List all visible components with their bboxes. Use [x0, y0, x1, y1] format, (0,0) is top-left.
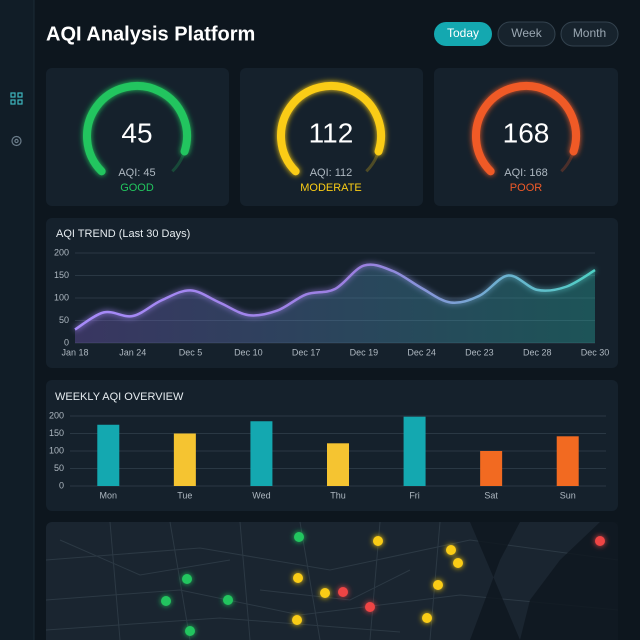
trend-area [75, 264, 595, 343]
x-tick-label: Dec 23 [465, 347, 494, 357]
settings-icon[interactable] [11, 135, 22, 147]
x-tick-label: Dec 17 [292, 347, 321, 357]
x-tick-label: Dec 19 [350, 347, 379, 357]
x-tick-label: Thu [330, 490, 346, 500]
y-tick-label: 150 [49, 428, 64, 438]
x-tick-label: Sun [560, 490, 576, 500]
x-tick-label: Dec 28 [523, 347, 552, 357]
y-tick-label: 50 [54, 463, 64, 473]
gauge-status: GOOD [120, 182, 154, 194]
gauge-arc [277, 82, 385, 176]
y-tick-label: 100 [49, 445, 64, 455]
gauge-arc [472, 82, 580, 176]
x-tick-label: Mon [100, 490, 118, 500]
gauge-caption: AQI: 168 [504, 167, 547, 179]
tab[interactable] [497, 21, 556, 47]
x-tick-label: Tue [177, 490, 192, 500]
sidebar [0, 0, 34, 640]
tab[interactable] [434, 22, 492, 46]
y-tick-label: 150 [54, 270, 69, 280]
app-title: AQI Analysis Platform [46, 23, 255, 45]
gauge-status: POOR [510, 182, 542, 194]
chart-title: WEEKLY AQI OVERVIEW [55, 391, 184, 403]
bar [480, 451, 503, 486]
bar [327, 443, 349, 486]
x-tick-label: Jan 18 [61, 347, 88, 357]
gauge-caption: AQI: 112 [310, 167, 353, 179]
x-tick-label: Dec 30 [581, 347, 610, 357]
y-tick-label: 100 [54, 292, 69, 302]
tab-label[interactable]: Today [447, 26, 479, 40]
bar [97, 424, 120, 486]
x-tick-label: Jan 24 [119, 347, 146, 357]
tab-label[interactable]: Month [573, 26, 606, 40]
card [240, 68, 423, 206]
x-tick-label: Dec 10 [234, 347, 263, 357]
tab[interactable] [560, 21, 619, 47]
map[interactable] [45, 521, 619, 640]
x-tick-label: Dec 5 [179, 347, 203, 357]
gauge-value: 45 [121, 117, 152, 148]
y-tick-label: 200 [54, 247, 69, 257]
gauge-status: MODERATE [300, 182, 362, 194]
gauge-value: 112 [309, 117, 354, 148]
chart-title: AQI TREND (Last 30 Days) [56, 228, 190, 240]
gauge-arc [83, 82, 191, 176]
x-tick-label: Wed [252, 490, 270, 500]
gauge-value: 168 [503, 117, 550, 148]
bar [173, 433, 196, 486]
dashboard-icon[interactable] [10, 92, 23, 105]
x-tick-label: Sat [484, 490, 498, 500]
y-tick-label: 0 [59, 480, 64, 490]
bar [250, 421, 273, 486]
y-tick-label: 0 [64, 337, 69, 347]
x-tick-label: Dec 24 [407, 347, 436, 357]
bar [403, 416, 426, 486]
x-tick-label: Fri [409, 490, 420, 500]
bar [556, 436, 579, 486]
tab-label[interactable]: Week [511, 26, 542, 40]
card [434, 68, 618, 206]
trend-line [74, 263, 596, 331]
gauge-caption: AQI: 45 [118, 167, 155, 179]
y-tick-label: 200 [49, 410, 64, 420]
card [46, 68, 229, 206]
y-tick-label: 50 [59, 315, 69, 325]
